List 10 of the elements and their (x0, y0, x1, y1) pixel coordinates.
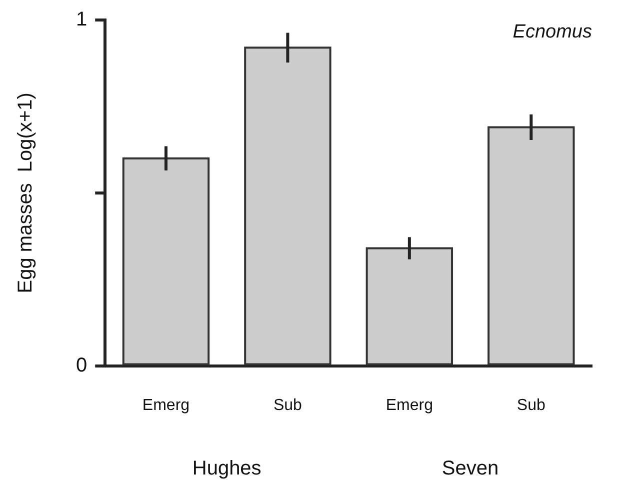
text: Hughes (192, 458, 262, 480)
x-tick-label: Sub (516, 396, 546, 414)
x-tick-label: Emerg (386, 396, 433, 414)
y-tick-label: 0 (76, 354, 88, 376)
x-tick-label: Emerg (142, 396, 190, 414)
y-tick-label: 1 (76, 8, 88, 31)
y-axis-title: Egg masses Log(x+1) (14, 92, 37, 294)
text: Seven (442, 458, 499, 480)
chart-title: Ecnomus (512, 21, 592, 42)
x-tick-label: Sub (273, 396, 302, 414)
